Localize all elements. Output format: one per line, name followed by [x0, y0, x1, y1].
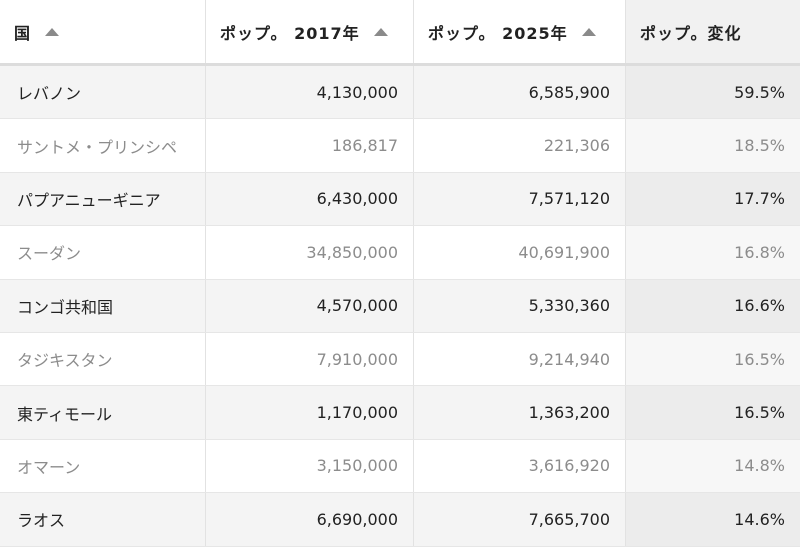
- column-header-label: ポップ。 2025年: [428, 23, 568, 43]
- table-row[interactable]: スーダン 34,850,000 40,691,900 16.8%: [0, 226, 800, 280]
- table-header: 国 ポップ。 2017年 ポップ。 2025年 ポップ。変化: [0, 0, 800, 66]
- pop-2017-cell: 6,430,000: [206, 172, 414, 226]
- pop-2017-cell: 3,150,000: [206, 439, 414, 493]
- pop-2025-cell: 7,571,120: [414, 172, 626, 226]
- table-body: レバノン 4,130,000 6,585,900 59.5% サントメ・プリンシペ 186…: [0, 66, 800, 547]
- country-cell: タジキスタン: [0, 332, 206, 386]
- table-row[interactable]: タジキスタン 7,910,000 9,214,940 16.5%: [0, 332, 800, 387]
- pop-change-cell: 59.5%: [626, 66, 800, 119]
- pop-2025-cell: 1,363,200: [414, 386, 626, 439]
- pop-2017-cell: 186,817: [206, 119, 414, 172]
- pop-2017-cell: 4,570,000: [206, 279, 414, 332]
- table-row[interactable]: ラオス 6,690,000 7,665,700 14.6%: [0, 493, 800, 547]
- pop-2017-cell: 34,850,000: [206, 226, 414, 279]
- column-header-label: 国: [14, 23, 32, 43]
- column-header-pop-2017[interactable]: ポップ。 2017年: [206, 0, 414, 63]
- pop-2017-cell: 1,170,000: [206, 386, 414, 439]
- table-row[interactable]: 東ティモール 1,170,000 1,363,200 16.5%: [0, 386, 800, 440]
- country-cell: サントメ・プリンシペ: [0, 119, 206, 172]
- column-header-label: ポップ。 2017年: [220, 23, 360, 43]
- column-header-label: ポップ。変化: [640, 23, 742, 43]
- pop-2025-cell: 221,306: [414, 119, 626, 172]
- country-cell: パプアニューギニア: [0, 172, 206, 226]
- pop-change-cell: 18.5%: [626, 119, 800, 172]
- pop-2017-cell: 4,130,000: [206, 66, 414, 119]
- column-header-country[interactable]: 国: [0, 0, 206, 63]
- pop-change-cell: 16.6%: [626, 279, 800, 332]
- table-row[interactable]: オマーン 3,150,000 3,616,920 14.8%: [0, 439, 800, 494]
- pop-2025-cell: 40,691,900: [414, 226, 626, 279]
- pop-2017-cell: 6,690,000: [206, 493, 414, 546]
- pop-change-cell: 14.8%: [626, 439, 800, 493]
- pop-2017-cell: 7,910,000: [206, 332, 414, 386]
- table-row[interactable]: サントメ・プリンシペ 186,817 221,306 18.5%: [0, 119, 800, 173]
- pop-2025-cell: 6,585,900: [414, 66, 626, 119]
- column-header-pop-change[interactable]: ポップ。変化: [626, 0, 800, 63]
- pop-change-cell: 16.5%: [626, 332, 800, 386]
- table-row[interactable]: パプアニューギニア 6,430,000 7,571,120 17.7%: [0, 172, 800, 227]
- sort-ascending-icon[interactable]: [373, 27, 388, 36]
- country-cell: スーダン: [0, 226, 206, 279]
- sort-ascending-icon[interactable]: [581, 27, 596, 36]
- pop-2025-cell: 9,214,940: [414, 332, 626, 386]
- country-cell: 東ティモール: [0, 386, 206, 439]
- table-row[interactable]: レバノン 4,130,000 6,585,900 59.5%: [0, 66, 800, 120]
- sort-ascending-icon[interactable]: [45, 27, 60, 36]
- country-cell: レバノン: [0, 66, 206, 119]
- pop-2025-cell: 7,665,700: [414, 493, 626, 546]
- pop-2025-cell: 5,330,360: [414, 279, 626, 332]
- country-cell: ラオス: [0, 493, 206, 546]
- pop-change-cell: 16.8%: [626, 226, 800, 279]
- table-row[interactable]: コンゴ共和国 4,570,000 5,330,360 16.6%: [0, 279, 800, 333]
- country-cell: オマーン: [0, 439, 206, 493]
- country-cell: コンゴ共和国: [0, 279, 206, 332]
- column-header-pop-2025[interactable]: ポップ。 2025年: [414, 0, 626, 63]
- pop-2025-cell: 3,616,920: [414, 439, 626, 493]
- pop-change-cell: 16.5%: [626, 386, 800, 439]
- pop-change-cell: 14.6%: [626, 493, 800, 546]
- pop-change-cell: 17.7%: [626, 172, 800, 226]
